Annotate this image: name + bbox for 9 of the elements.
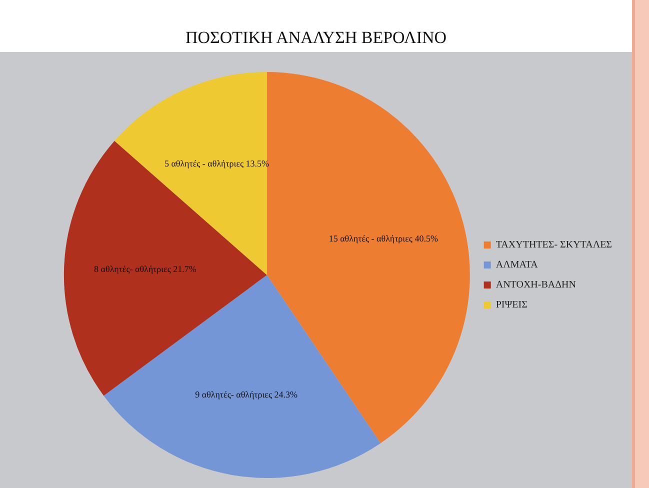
data-label: 5 αθλητές - αθλήτριες 13.5% [164,158,270,168]
legend-label: ΤΑΧΥΤΗΤΕΣ- ΣΚΥΤΑΛΕΣ [496,240,612,251]
data-label: 15 αθλητές - αθλήτριες 40.5% [328,234,438,244]
data-label: 8 αθλητές- αθλήτριες 21.7% [94,264,197,274]
legend-label: ΑΛΜΑΤΑ [496,260,539,271]
chart-title: ΠΟΣΟΤΙΚΗ ΑΝΑΛΥΣΗ ΒΕΡΟΛΙΝΟ [184,28,448,48]
legend-label: ΑΝΤΟΧΗ-ΒΑΔΗΝ [496,280,576,291]
legend-label: ΡΙΨΕΙΣ [496,300,528,311]
data-label: 9 αθλητές- αθλήτριες 24.3% [195,389,298,400]
